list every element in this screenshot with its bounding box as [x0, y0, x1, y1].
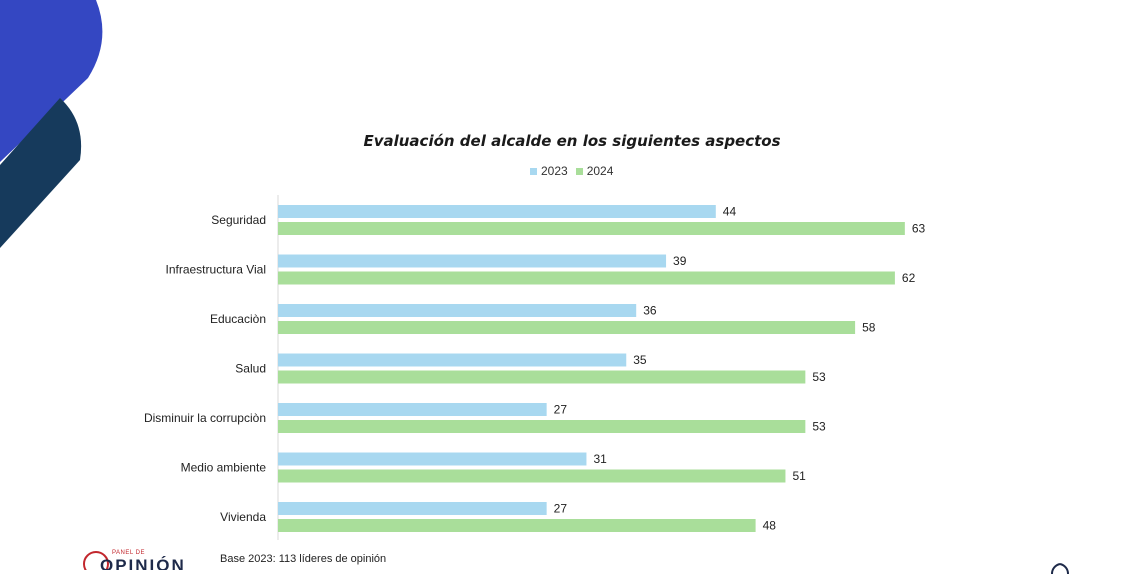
data-label-2024: 63	[912, 222, 926, 236]
category-label: Vivienda	[220, 510, 266, 524]
data-label-2023: 27	[554, 502, 568, 516]
bar-2024	[278, 321, 856, 334]
bar-2024	[278, 370, 806, 384]
legend-item-2023: 2023	[530, 164, 568, 178]
data-label-2023: 35	[633, 353, 647, 367]
bar-2023	[278, 452, 587, 466]
chart-title: Evaluación del alcalde en los siguientes…	[363, 132, 781, 150]
bar-2023	[278, 502, 547, 515]
legend-label-2023: 2023	[541, 164, 568, 178]
bar-2024	[278, 469, 786, 483]
cd-logo-icon	[1051, 563, 1069, 574]
footnote-base: Base 2023: 113 líderes de opinión	[220, 553, 387, 565]
logo-small-text: PANEL DE	[112, 550, 146, 556]
bar-2024	[278, 420, 806, 433]
logo-big-text: OPINIÓN	[100, 556, 186, 570]
bar-2024	[278, 271, 895, 285]
data-label-2024: 53	[812, 370, 826, 384]
bar-2023	[278, 304, 637, 317]
data-label-2023: 31	[593, 452, 607, 466]
navy-chevron-shape	[0, 98, 82, 248]
category-label: Disminuir la corrupciòn	[144, 411, 266, 425]
logo-ring-icon	[83, 551, 109, 570]
category-label: Salud	[235, 362, 266, 376]
panel-opinion-logo: PANEL DE OPINIÓN	[80, 548, 190, 570]
bar-2023	[278, 254, 667, 268]
chart-legend: 2023 2024	[530, 164, 613, 178]
bar-2024	[278, 519, 756, 532]
category-label: Medio ambiente	[181, 461, 267, 475]
data-label-2023: 39	[673, 254, 687, 268]
legend-swatch-2024	[575, 167, 583, 175]
legend-item-2024: 2024	[575, 164, 614, 178]
data-label-2024: 53	[812, 420, 826, 434]
decorative-chevron-shapes	[0, 0, 103, 248]
data-label-2023: 36	[643, 304, 657, 318]
category-label: Infraestructura Vial	[166, 263, 267, 277]
bar-2023	[278, 353, 627, 367]
category-label: Seguridad	[211, 213, 266, 227]
bar-2023	[278, 205, 716, 218]
legend-swatch-2023	[530, 167, 537, 175]
data-label-2024: 58	[862, 321, 876, 335]
bar-2024	[278, 222, 905, 235]
data-label-2024: 51	[792, 469, 806, 483]
legend-label-2024: 2024	[586, 164, 614, 178]
bar-2023	[278, 403, 547, 416]
category-label: Educaciòn	[210, 312, 266, 326]
blue-chevron-shape	[0, 0, 103, 162]
data-label-2024: 48	[763, 519, 777, 533]
data-label-2023: 44	[723, 205, 737, 219]
data-label-2023: 27	[554, 403, 568, 417]
data-label-2024: 62	[902, 271, 916, 285]
